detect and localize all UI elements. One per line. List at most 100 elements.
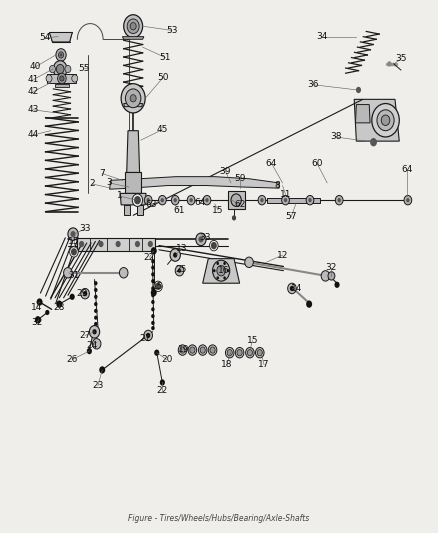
Circle shape xyxy=(65,66,71,72)
Circle shape xyxy=(57,64,64,74)
Text: 18: 18 xyxy=(221,360,233,369)
Polygon shape xyxy=(78,238,155,251)
Circle shape xyxy=(121,84,145,113)
Circle shape xyxy=(135,241,140,247)
Text: 13: 13 xyxy=(176,244,187,253)
Circle shape xyxy=(180,347,185,353)
Circle shape xyxy=(288,283,296,294)
Circle shape xyxy=(229,351,231,354)
Circle shape xyxy=(238,351,241,354)
Circle shape xyxy=(120,268,128,278)
Circle shape xyxy=(154,350,159,356)
Circle shape xyxy=(217,265,226,276)
Circle shape xyxy=(257,350,262,356)
Circle shape xyxy=(170,249,180,261)
Text: 51: 51 xyxy=(159,53,171,62)
Circle shape xyxy=(223,262,226,265)
Circle shape xyxy=(258,196,266,205)
Circle shape xyxy=(258,351,261,354)
Text: 1: 1 xyxy=(117,191,122,200)
Polygon shape xyxy=(267,198,320,203)
Text: 59: 59 xyxy=(234,174,245,183)
Circle shape xyxy=(58,73,66,84)
Text: 33: 33 xyxy=(79,224,91,233)
Polygon shape xyxy=(120,193,146,205)
Circle shape xyxy=(237,350,242,356)
Text: 14: 14 xyxy=(291,284,303,293)
Circle shape xyxy=(151,247,157,254)
Circle shape xyxy=(370,138,377,147)
Circle shape xyxy=(377,110,394,131)
Circle shape xyxy=(148,241,153,247)
Circle shape xyxy=(151,300,155,304)
Text: 33: 33 xyxy=(200,233,211,243)
Text: 42: 42 xyxy=(28,87,39,96)
Circle shape xyxy=(127,19,139,34)
Circle shape xyxy=(94,295,98,299)
Text: 44: 44 xyxy=(28,131,39,139)
Circle shape xyxy=(37,298,42,306)
Text: 27: 27 xyxy=(79,331,91,340)
Circle shape xyxy=(151,279,155,283)
Circle shape xyxy=(381,115,390,125)
Circle shape xyxy=(173,253,177,257)
Text: 16: 16 xyxy=(219,266,230,275)
Circle shape xyxy=(372,103,399,137)
Circle shape xyxy=(211,349,214,352)
Circle shape xyxy=(178,345,187,356)
Circle shape xyxy=(146,198,150,202)
Text: 26: 26 xyxy=(67,355,78,364)
Circle shape xyxy=(173,198,177,202)
Circle shape xyxy=(321,271,330,281)
Text: 53: 53 xyxy=(166,26,177,35)
Text: 60: 60 xyxy=(311,159,323,167)
Circle shape xyxy=(64,268,72,278)
Circle shape xyxy=(46,75,52,82)
Text: 29: 29 xyxy=(77,289,88,298)
Circle shape xyxy=(308,198,312,202)
Circle shape xyxy=(282,196,290,205)
Text: 12: 12 xyxy=(277,251,288,260)
Circle shape xyxy=(160,379,165,385)
Text: 15: 15 xyxy=(68,237,80,246)
Circle shape xyxy=(130,95,136,102)
Circle shape xyxy=(205,198,208,202)
Circle shape xyxy=(151,307,155,311)
Circle shape xyxy=(53,61,67,77)
Polygon shape xyxy=(47,74,77,83)
Circle shape xyxy=(144,196,152,205)
Circle shape xyxy=(337,198,341,202)
Polygon shape xyxy=(110,176,279,189)
Circle shape xyxy=(94,309,98,313)
Circle shape xyxy=(231,194,241,206)
Circle shape xyxy=(306,196,314,205)
Polygon shape xyxy=(122,37,144,39)
Text: 8: 8 xyxy=(274,181,280,190)
Circle shape xyxy=(151,286,155,290)
Polygon shape xyxy=(124,205,130,215)
Text: 23: 23 xyxy=(92,381,104,390)
Circle shape xyxy=(116,241,121,247)
Circle shape xyxy=(216,276,219,279)
Circle shape xyxy=(154,281,162,292)
Circle shape xyxy=(49,66,56,72)
Polygon shape xyxy=(127,131,140,173)
Circle shape xyxy=(223,276,226,279)
Text: 45: 45 xyxy=(157,125,168,134)
Text: 50: 50 xyxy=(157,73,169,82)
Circle shape xyxy=(79,241,84,247)
Text: 62: 62 xyxy=(234,200,245,209)
Circle shape xyxy=(161,198,164,202)
Text: 20: 20 xyxy=(161,355,172,364)
Circle shape xyxy=(45,310,49,315)
Circle shape xyxy=(203,196,211,205)
Circle shape xyxy=(211,242,217,249)
Circle shape xyxy=(155,282,161,290)
Text: 64: 64 xyxy=(194,198,205,207)
Circle shape xyxy=(99,366,105,374)
Text: 40: 40 xyxy=(30,62,41,71)
Circle shape xyxy=(232,215,236,221)
Text: 28: 28 xyxy=(53,303,65,312)
Text: 22: 22 xyxy=(157,386,168,395)
Text: 15: 15 xyxy=(212,206,224,215)
